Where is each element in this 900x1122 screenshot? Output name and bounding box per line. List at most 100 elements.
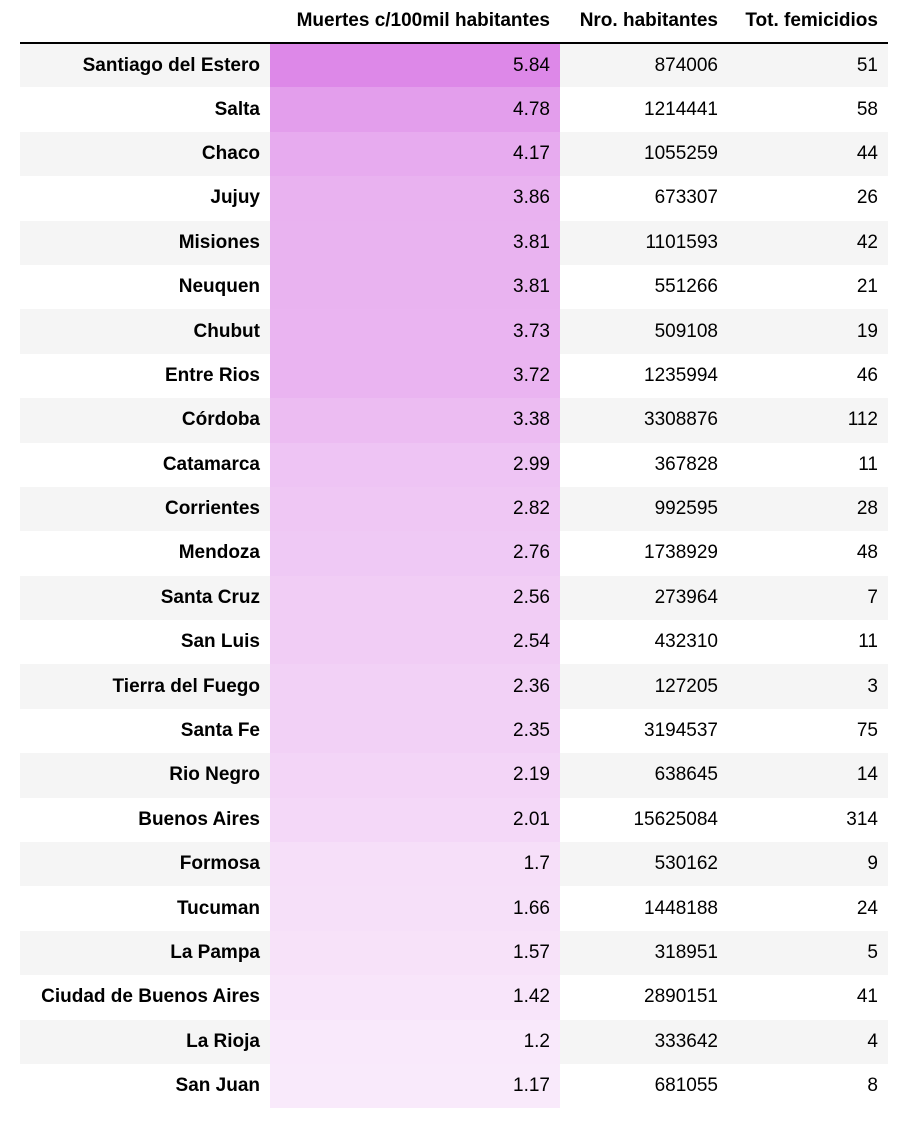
cell-total-femicides: 42 (856, 231, 878, 253)
cell-population: 638645 (654, 764, 718, 786)
cell-rate: 1.66 (270, 886, 560, 931)
cell-population: 127205 (654, 675, 718, 697)
header-row: Muertes c/100mil habitantes Nro. habitan… (20, 0, 888, 44)
cell-rate: 2.99 (270, 442, 560, 487)
cell-population: 1214441 (644, 98, 718, 120)
femicides-table: Muertes c/100mil habitantes Nro. habitan… (20, 0, 888, 1109)
cell-rate: 1.42 (270, 975, 560, 1020)
cell-total-femicides: 58 (856, 98, 878, 120)
row-label-province: Tierra del Fuego (112, 675, 260, 697)
cell-rate: 2.76 (270, 531, 560, 576)
table-row: Santa Cruz 2.56 273964 7 (20, 575, 888, 621)
cell-rate: 1.57 (270, 930, 560, 976)
table-row: Rio Negro 2.19 638645 14 (20, 753, 888, 798)
cell-total-femicides: 28 (856, 498, 878, 520)
cell-population: 367828 (654, 453, 718, 475)
cell-population: 874006 (654, 54, 718, 76)
cell-rate: 1.17 (270, 1063, 560, 1109)
cell-rate: 3.72 (270, 353, 560, 399)
cell-population: 432310 (654, 631, 718, 653)
row-label-province: Chaco (201, 142, 260, 164)
table-row: Catamarca 2.99 367828 11 (20, 442, 888, 487)
cell-rate: 3.86 (270, 176, 560, 221)
row-label-province: San Luis (180, 631, 260, 653)
table-row: Mendoza 2.76 1738929 48 (20, 531, 888, 576)
cell-rate: 4.17 (270, 131, 560, 177)
cell-total-femicides: 46 (856, 364, 878, 386)
row-label-province: Formosa (179, 853, 260, 875)
cell-population: 1448188 (644, 897, 718, 919)
cell-population: 3194537 (644, 720, 718, 742)
cell-rate: 2.01 (270, 797, 560, 843)
row-label-province: Chubut (193, 320, 260, 342)
cell-population: 530162 (654, 853, 718, 875)
row-label-province: Santa Cruz (160, 586, 260, 608)
table-row: Ciudad de Buenos Aires 1.42 2890151 41 (20, 975, 888, 1020)
cell-rate: 1.7 (270, 842, 560, 887)
cell-total-femicides: 14 (856, 764, 878, 786)
column-header-population: Nro. habitantes (560, 0, 728, 44)
cell-total-femicides: 75 (856, 720, 878, 742)
cell-population: 681055 (654, 1075, 718, 1097)
row-label-province: Salta (214, 98, 260, 120)
table-row: Santiago del Estero 5.84 874006 51 (20, 43, 888, 88)
row-label-province: Corrientes (164, 498, 260, 520)
cell-rate: 3.73 (270, 309, 560, 354)
table-row: Neuquen 3.81 551266 21 (20, 264, 888, 310)
cell-population: 1101593 (645, 231, 718, 253)
cell-rate: 3.81 (270, 264, 560, 310)
cell-total-femicides: 11 (858, 453, 878, 475)
row-label-province: La Rioja (186, 1030, 260, 1052)
cell-population: 1055259 (644, 142, 718, 164)
table-row: Santa Fe 2.35 3194537 75 (20, 708, 888, 754)
cell-rate: 2.19 (270, 753, 560, 798)
cell-total-femicides: 21 (856, 276, 878, 298)
table-row: Chaco 4.17 1055259 44 (20, 131, 888, 177)
row-label-province: La Pampa (170, 942, 260, 963)
cell-total-femicides: 5 (867, 942, 878, 963)
cell-total-femicides: 112 (847, 409, 878, 431)
cell-total-femicides: 11 (858, 631, 878, 653)
table-row: Chubut 3.73 509108 19 (20, 309, 888, 354)
cell-total-femicides: 7 (867, 586, 878, 608)
cell-population: 15625084 (633, 808, 718, 830)
cell-population: 1738929 (644, 542, 718, 564)
cell-total-femicides: 26 (856, 187, 878, 209)
table-row: Formosa 1.7 530162 9 (20, 842, 888, 887)
cell-population: 2890151 (644, 986, 718, 1008)
table-row: Tucuman 1.66 1448188 24 (20, 886, 888, 931)
cell-total-femicides: 4 (867, 1030, 878, 1052)
table-row: Buenos Aires 2.01 15625084 314 (20, 797, 888, 843)
column-header-total: Tot. femicidios (728, 0, 888, 44)
cell-population: 509108 (654, 320, 718, 342)
row-label-province: Entre Rios (164, 364, 260, 386)
cell-total-femicides: 314 (846, 808, 878, 830)
cell-total-femicides: 9 (867, 853, 878, 875)
cell-population: 273964 (654, 586, 718, 608)
cell-rate: 2.56 (270, 575, 560, 621)
cell-total-femicides: 3 (867, 675, 878, 697)
row-label-province: Córdoba (181, 409, 260, 431)
cell-rate: 2.36 (270, 664, 560, 709)
cell-population: 333642 (654, 1030, 718, 1052)
row-label-province: Catamarca (162, 453, 260, 475)
table-row: Misiones 3.81 1101593 42 (20, 220, 888, 265)
cell-rate: 1.2 (270, 1019, 560, 1064)
table-row: Jujuy 3.86 673307 26 (20, 176, 888, 221)
cell-population: 673307 (654, 187, 718, 209)
row-label-province: Santiago del Estero (82, 54, 260, 76)
cell-rate: 4.78 (270, 87, 560, 132)
table-row: Entre Rios 3.72 1235994 46 (20, 353, 888, 399)
row-label-province: Tucuman (176, 897, 260, 919)
cell-rate: 5.84 (270, 43, 560, 88)
row-label-province: Jujuy (210, 187, 260, 209)
table-row: San Luis 2.54 432310 11 (20, 620, 888, 665)
cell-rate: 2.35 (270, 708, 560, 754)
column-header-rate: Muertes c/100mil habitantes (270, 0, 560, 44)
table-row: La Pampa 1.57 318951 5 (20, 930, 888, 976)
row-label-province: Buenos Aires (138, 808, 260, 830)
table-row: Córdoba 3.38 3308876 112 (20, 398, 888, 443)
table-row: Salta 4.78 1214441 58 (20, 87, 888, 132)
cell-total-femicides: 51 (856, 54, 878, 76)
